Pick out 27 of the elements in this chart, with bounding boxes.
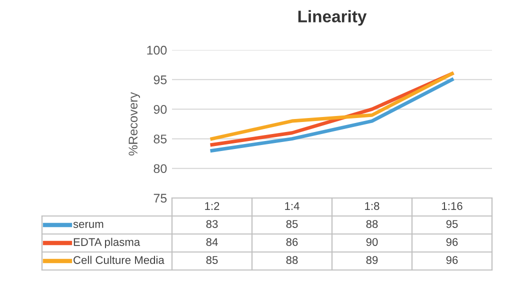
data-label: 86 xyxy=(286,238,298,246)
data-label: 85 xyxy=(206,256,218,264)
y-tick-label: 80 xyxy=(154,164,167,174)
x-tick-label: 1:16 xyxy=(442,202,462,210)
legend-label: serum xyxy=(73,222,104,228)
y-axis-title: %Recovery xyxy=(128,92,140,156)
chart-title: Linearity xyxy=(298,10,367,26)
data-label: 83 xyxy=(206,220,218,228)
x-tick-label: 1:8 xyxy=(365,202,380,210)
data-label: 95 xyxy=(446,220,458,228)
x-tick-label: 1:4 xyxy=(285,202,300,210)
data-label: 96 xyxy=(446,256,458,264)
y-tick-label: 85 xyxy=(154,134,167,144)
data-label: 85 xyxy=(286,220,298,228)
legend-label: EDTA plasma xyxy=(74,238,140,248)
data-label: 88 xyxy=(286,256,298,264)
y-tick-label: 90 xyxy=(154,105,167,114)
x-tick-label: 1:2 xyxy=(205,202,220,210)
y-tick-label: 75 xyxy=(154,194,167,203)
data-label: 89 xyxy=(366,256,378,264)
y-tick-label: 100 xyxy=(147,46,167,55)
y-tick-label: 95 xyxy=(154,75,167,84)
data-label: 88 xyxy=(366,220,378,228)
data-label: 96 xyxy=(446,238,458,246)
data-label: 90 xyxy=(366,238,378,246)
data-label: 84 xyxy=(206,238,218,246)
legend-label: Cell Culture Media xyxy=(74,256,164,264)
